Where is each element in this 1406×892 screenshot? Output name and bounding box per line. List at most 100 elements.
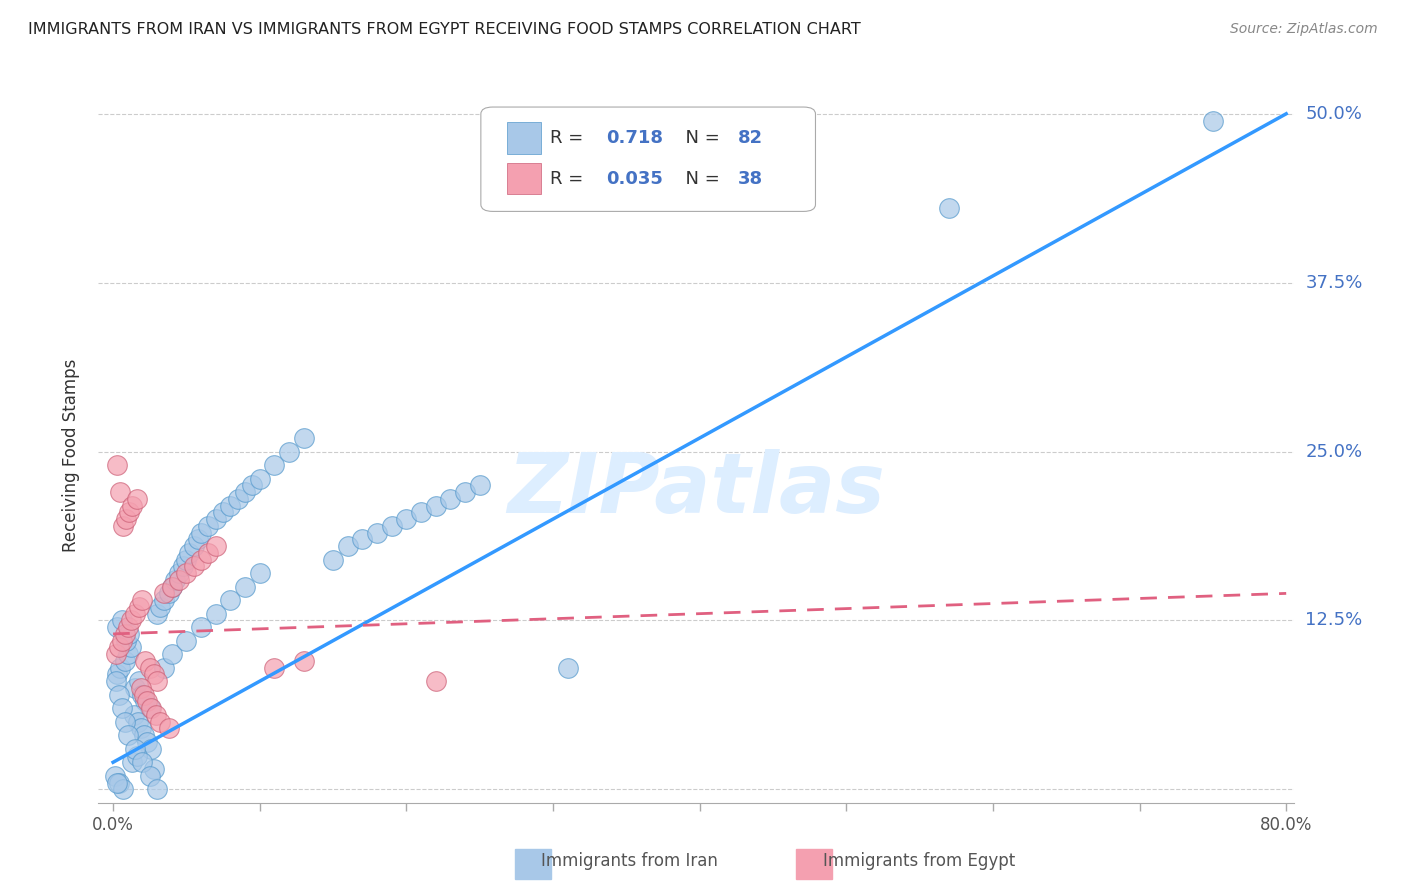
Point — [233, 580, 256, 594]
Text: Source: ZipAtlas.com: Source: ZipAtlas.com — [1230, 22, 1378, 37]
Y-axis label: Receiving Food Stamps: Receiving Food Stamps — [62, 359, 80, 551]
Text: 0.035: 0.035 — [606, 169, 664, 187]
Point — [226, 491, 249, 506]
Point — [197, 546, 219, 560]
Text: 50.0%: 50.0% — [1305, 104, 1362, 123]
Point — [124, 681, 146, 695]
Point — [278, 444, 301, 458]
Point — [409, 505, 432, 519]
Text: Immigrants from Egypt: Immigrants from Egypt — [823, 852, 1015, 870]
Point — [190, 525, 212, 540]
Point — [131, 593, 153, 607]
Point — [108, 775, 131, 789]
Point — [112, 782, 135, 797]
Point — [352, 533, 374, 547]
Point — [117, 728, 139, 742]
Point — [219, 593, 242, 607]
Point — [145, 708, 167, 723]
Point — [149, 714, 172, 729]
Point — [263, 458, 285, 472]
Text: 25.0%: 25.0% — [1305, 442, 1362, 460]
Text: 12.5%: 12.5% — [1305, 611, 1362, 630]
Point — [103, 769, 125, 783]
Point — [233, 485, 256, 500]
Point — [366, 525, 388, 540]
Point — [454, 485, 477, 500]
Text: Immigrants from Iran: Immigrants from Iran — [541, 852, 718, 870]
Point — [120, 640, 142, 655]
Text: ZIPatlas: ZIPatlas — [508, 450, 884, 530]
Point — [219, 499, 242, 513]
Point — [131, 688, 153, 702]
Point — [124, 607, 146, 621]
Point — [128, 599, 150, 614]
Point — [439, 491, 461, 506]
Point — [176, 633, 198, 648]
Point — [111, 701, 134, 715]
Text: N =: N = — [675, 129, 725, 147]
Point — [160, 580, 183, 594]
Point — [114, 654, 136, 668]
Point — [111, 614, 134, 628]
Point — [242, 478, 264, 492]
Text: 82: 82 — [738, 129, 763, 147]
Point — [115, 633, 138, 648]
Point — [149, 599, 172, 614]
Point — [190, 552, 212, 566]
Point — [122, 708, 145, 723]
Point — [132, 728, 155, 742]
Point — [176, 552, 198, 566]
Point — [112, 519, 135, 533]
Point — [108, 688, 131, 702]
Point — [204, 512, 226, 526]
Point — [197, 519, 219, 533]
Point — [110, 485, 132, 500]
Point — [118, 627, 141, 641]
Point — [139, 769, 162, 783]
Point — [425, 674, 447, 689]
Point — [249, 566, 271, 581]
Point — [105, 674, 128, 689]
Point — [212, 505, 235, 519]
Point — [135, 694, 157, 708]
Point — [141, 701, 163, 715]
Point — [143, 667, 166, 681]
Point — [157, 586, 180, 600]
Point — [107, 775, 129, 789]
Point — [107, 458, 129, 472]
Point — [132, 688, 155, 702]
Text: IMMIGRANTS FROM IRAN VS IMMIGRANTS FROM EGYPT RECEIVING FOOD STAMPS CORRELATION : IMMIGRANTS FROM IRAN VS IMMIGRANTS FROM … — [28, 22, 860, 37]
Point — [117, 647, 139, 661]
Point — [115, 512, 138, 526]
Text: 37.5%: 37.5% — [1305, 274, 1362, 292]
Point — [395, 512, 418, 526]
Point — [292, 654, 315, 668]
Point — [143, 762, 166, 776]
Point — [183, 559, 205, 574]
FancyBboxPatch shape — [508, 122, 540, 153]
Point — [557, 661, 579, 675]
Point — [190, 620, 212, 634]
Text: 38: 38 — [738, 169, 763, 187]
Point — [108, 640, 131, 655]
Point — [938, 202, 960, 216]
Point — [146, 607, 169, 621]
Point — [425, 499, 447, 513]
Point — [114, 714, 136, 729]
Point — [204, 539, 226, 553]
Point — [146, 782, 169, 797]
Point — [139, 701, 162, 715]
Point — [187, 533, 209, 547]
Point — [146, 674, 169, 689]
Point — [263, 661, 285, 675]
Point — [131, 756, 153, 770]
Point — [124, 741, 146, 756]
Point — [129, 681, 152, 695]
FancyBboxPatch shape — [508, 162, 540, 194]
Point — [135, 735, 157, 749]
Point — [160, 580, 183, 594]
Point — [125, 491, 148, 506]
Point — [110, 661, 132, 675]
Point — [121, 499, 143, 513]
Point — [111, 633, 134, 648]
